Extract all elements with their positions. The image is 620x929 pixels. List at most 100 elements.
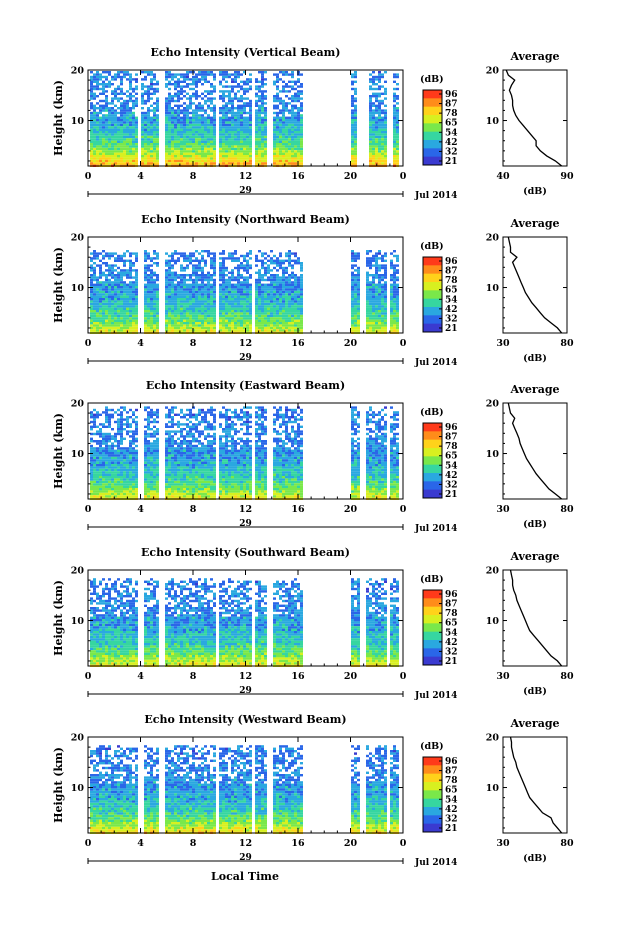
heatmap-cell [294, 310, 297, 313]
heatmap-cell [108, 116, 111, 119]
heatmap-cell [156, 145, 159, 148]
heatmap-cell [375, 264, 378, 267]
heatmap-cell [117, 302, 120, 306]
heatmap-cell [114, 152, 117, 155]
heatmap-cell [264, 319, 267, 322]
heatmap-cell [183, 162, 186, 165]
heatmap-cell [228, 133, 231, 136]
heatmap-cell [153, 111, 156, 115]
heatmap-cell [384, 310, 387, 313]
heatmap-cell [177, 99, 180, 103]
heatmap-cell [180, 307, 183, 310]
heatmap-cell [144, 123, 147, 127]
heatmap-cell [378, 157, 381, 160]
heatmap-cell [123, 298, 126, 301]
heatmap-cell [117, 276, 120, 279]
heatmap-cell [204, 322, 207, 325]
heatmap-cell [294, 150, 297, 153]
heatmap-cell [90, 131, 93, 134]
heatmap-cell [285, 254, 288, 258]
heatmap-cell [279, 116, 282, 119]
heatmap-cell [144, 143, 147, 146]
heatmap-cell [231, 252, 234, 255]
heatmap-cell [132, 322, 135, 325]
heatmap-cell [297, 310, 300, 313]
heatmap-cell [168, 126, 171, 129]
heatmap-cell [282, 133, 285, 136]
heatmap-cell [219, 90, 222, 93]
heatmap-cell [372, 109, 375, 112]
heatmap-cell [111, 276, 114, 279]
heatmap-cell [393, 145, 396, 148]
heatmap-cell [129, 259, 132, 262]
heatmap-cell [210, 290, 213, 294]
heatmap-cell [372, 145, 375, 148]
heatmap-cell [384, 147, 387, 151]
heatmap-cell [111, 83, 114, 86]
heatmap-cell [375, 254, 378, 258]
heatmap-cell [195, 90, 198, 93]
heatmap-cell [93, 131, 96, 134]
heatmap-cell [243, 326, 246, 330]
heatmap-cell [93, 104, 96, 107]
heatmap-cell [243, 295, 246, 298]
heatmap-cell [378, 75, 381, 79]
heatmap-cell [294, 99, 297, 103]
heatmap-cell [219, 147, 222, 151]
heatmap-cell [396, 121, 399, 124]
heatmap-cell [186, 259, 189, 262]
heatmap-cell [234, 300, 237, 303]
heatmap-cell [213, 286, 216, 289]
heatmap-cell [366, 293, 369, 296]
heatmap-cell [270, 317, 273, 320]
heatmap-cell [354, 140, 357, 143]
heatmap-cell [120, 288, 123, 291]
heatmap-cell [189, 155, 192, 158]
heatmap-cell [384, 281, 387, 284]
heatmap-cell [123, 302, 126, 306]
heatmap-cell [354, 293, 357, 296]
heatmap-cell [228, 85, 231, 88]
heatmap-cell [156, 298, 159, 301]
heatmap-cell [246, 326, 249, 330]
heatmap-cell [135, 259, 138, 262]
heatmap-cell [201, 286, 204, 289]
heatmap-cell [147, 107, 150, 110]
heatmap-cell [378, 257, 381, 260]
heatmap-cell [255, 119, 258, 122]
heatmap-cell [294, 312, 297, 315]
heatmap-cell [186, 300, 189, 303]
heatmap-cell [198, 145, 201, 148]
heatmap-cell [150, 138, 153, 141]
heatmap-cell [237, 145, 240, 148]
heatmap-cell [273, 324, 276, 327]
heatmap-cell [384, 319, 387, 322]
heatmap-cell [207, 71, 210, 74]
heatmap-cell [120, 305, 123, 308]
heatmap-cell [225, 305, 228, 308]
heatmap-cell [156, 90, 159, 93]
heatmap-cell [156, 254, 159, 258]
heatmap-cell [282, 99, 285, 103]
heatmap-cell [267, 276, 270, 279]
heatmap-cell [111, 152, 114, 155]
heatmap-cell [396, 133, 399, 136]
heatmap-cell [225, 150, 228, 153]
heatmap-cell [255, 95, 258, 98]
heatmap-cell [273, 295, 276, 298]
heatmap-cell [99, 157, 102, 160]
heatmap-cell [192, 116, 195, 119]
heatmap-cell [282, 102, 285, 105]
heatmap-cell [213, 259, 216, 262]
heatmap-cell [228, 116, 231, 119]
heatmap-cell [108, 85, 111, 88]
heatmap-cell [285, 322, 288, 325]
heatmap-cell [246, 312, 249, 315]
heatmap-cell [249, 119, 252, 122]
heatmap-cell [390, 307, 393, 310]
heatmap-cell [381, 133, 384, 136]
heatmap-cell [378, 111, 381, 115]
heatmap-cell [120, 162, 123, 165]
heatmap-cell [393, 97, 396, 100]
heatmap-cell [132, 162, 135, 165]
